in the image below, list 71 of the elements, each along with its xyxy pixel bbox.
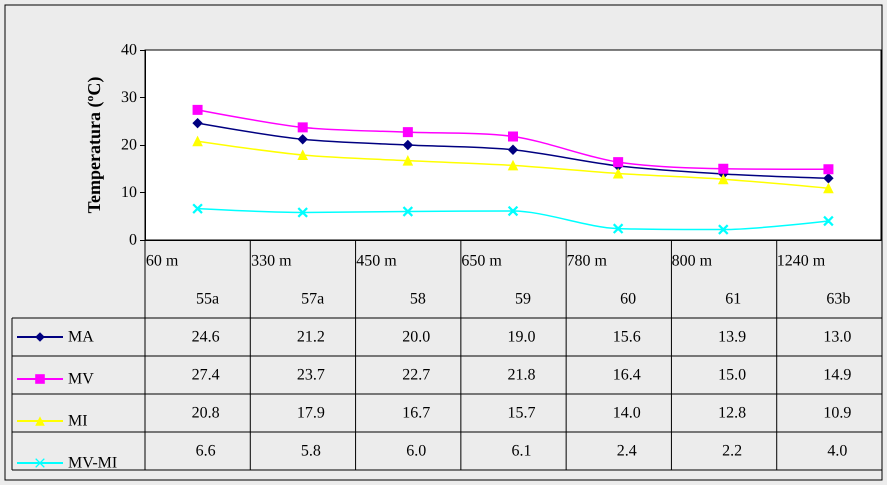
point [508,144,518,155]
data-label: 4.0 [827,442,848,460]
category-label: 450 m 58 [356,252,426,308]
data-label: 10.9 [823,404,852,422]
point [402,140,413,150]
point [192,118,203,128]
category-label: 800 m 61 [672,252,742,308]
data-label: 20.8 [192,404,220,422]
point [718,164,728,174]
data-label: 6.0 [406,442,426,460]
point [508,206,518,216]
category-label: 1240 m 63b [776,252,850,308]
legend-label: MV [68,370,94,388]
data-label: 21.2 [296,328,325,346]
point [613,157,624,168]
point [508,160,518,170]
point [298,122,308,132]
data-label: 2.4 [616,442,637,460]
data-label: 23.7 [296,366,325,384]
y-tick-label: 0 [129,232,137,248]
data-label: 2.2 [722,442,742,460]
point [823,173,834,184]
data-label: 20.0 [402,328,430,346]
data-label: 14.0 [612,404,641,422]
y-tick-label: 30 [121,89,137,106]
category-label: 60 m 55a [146,252,220,308]
data-label: 15.0 [718,366,746,384]
data-label: 22.7 [402,366,430,384]
data-label: 12.8 [718,404,746,422]
data-label: 15.7 [508,404,536,422]
point [613,224,624,234]
point [298,134,308,144]
category-label: 650 m 59 [461,252,531,308]
data-label: 17.9 [296,404,325,422]
point [298,207,308,218]
data-label: 27.4 [192,366,220,384]
category-label: 780 m 60 [566,252,636,308]
point [298,150,308,160]
data-label: 5.8 [300,442,321,460]
data-label: 19.0 [508,328,536,346]
point [192,136,203,146]
data-label: 6.1 [512,442,532,460]
data-label: 6.6 [196,442,216,460]
y-tick-label: 40 [121,42,137,58]
point [402,127,413,138]
point [402,206,413,216]
y-axis-title: Temperatura (ºC) [84,76,104,214]
point [402,156,413,166]
data-label: 16.7 [402,404,430,422]
data-label: 15.6 [612,328,641,346]
data-label: 24.6 [192,328,220,346]
legend-label: MV-MI [68,454,118,472]
point [823,164,834,174]
legend-label: MA [68,328,94,346]
point [508,131,518,142]
point [192,104,203,115]
data-label: 21.8 [508,366,536,384]
data-label: 13.9 [718,328,746,346]
legend-label: MI [68,412,88,430]
point [192,204,203,214]
y-tick-label: 10 [121,184,137,201]
data-label: 14.9 [823,366,852,384]
point [823,216,834,226]
point [823,183,834,194]
point [718,224,728,235]
y-tick-label: 20 [121,136,137,154]
data-label: 13.0 [823,328,852,346]
category-label: 330 m 57a [251,252,324,308]
data-label: 16.4 [612,366,641,384]
point [613,168,624,178]
point [718,174,728,184]
